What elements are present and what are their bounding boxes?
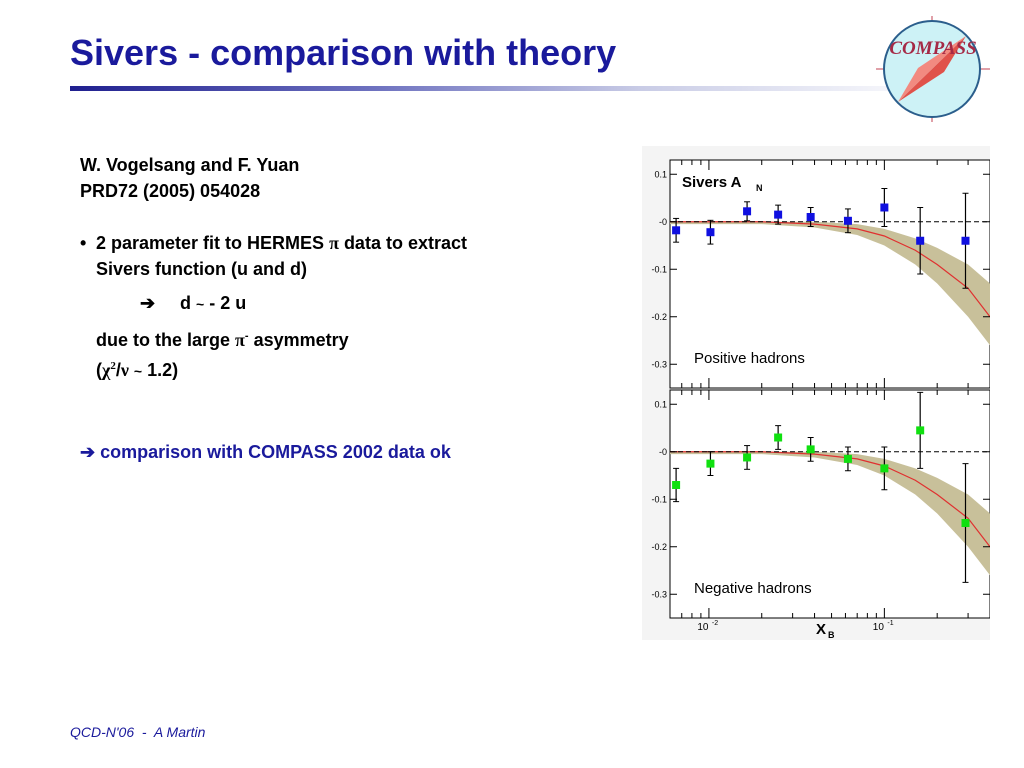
x-tick-label: 10 bbox=[873, 622, 885, 633]
chart-panel-1: 0.1 -0 -0.1 -0.2 -0.3 Sivers A N Positive hadro… bbox=[651, 159, 991, 389]
panel-label: Negative hadrons bbox=[694, 580, 812, 597]
body-text: W. Vogelsang and F. Yuan PRD72 (2005) 05… bbox=[80, 152, 600, 384]
title-underline bbox=[70, 86, 950, 91]
x-axis-label: X bbox=[816, 621, 826, 638]
theory-error-band bbox=[670, 451, 990, 576]
chart-title: Sivers A bbox=[682, 174, 742, 191]
bullet-line-1: 2 parameter fit to HERMES π data to extr… bbox=[96, 230, 467, 256]
data-point bbox=[672, 481, 681, 489]
chi-tail: 1.2) bbox=[147, 360, 179, 380]
data-point bbox=[774, 433, 783, 442]
data-point bbox=[843, 454, 852, 463]
slide-title: Sivers - comparison with theory bbox=[70, 32, 617, 73]
conclusion-arrow-icon: ➔ bbox=[80, 442, 96, 462]
conclusion-text: comparison with COMPASS 2002 data ok bbox=[100, 442, 451, 462]
data-point bbox=[706, 228, 715, 237]
sivers-chart: 0.1 -0 -0.1 -0.2 -0.3 Sivers A N Positive hadro… bbox=[651, 159, 991, 640]
bullet-text-pre: 2 parameter fit to HERMES bbox=[96, 233, 330, 253]
due-text-post: asymmetry bbox=[248, 330, 349, 350]
y-tick-label: -0 bbox=[659, 447, 667, 457]
minus-superscript: - bbox=[244, 330, 249, 342]
compass-logo: COMPASS bbox=[876, 16, 990, 122]
y-tick-label: -0.2 bbox=[651, 312, 667, 322]
data-point bbox=[806, 445, 815, 454]
nu-symbol: ν bbox=[120, 360, 129, 380]
y-tick-label: -0.3 bbox=[651, 589, 667, 599]
bullet-item: • 2 parameter fit to HERMES π data to ex… bbox=[80, 230, 600, 282]
relation-line: ➔ d ~ - 2 u bbox=[80, 290, 600, 317]
logo-compass-needle-shade bbox=[898, 36, 966, 102]
sivers-chart-panel: 0.1 -0 -0.1 -0.2 -0.3 Sivers A N Positive hadro… bbox=[642, 146, 991, 640]
y-tick-label: -0.3 bbox=[651, 359, 667, 369]
theory-curve bbox=[670, 221, 991, 318]
data-point bbox=[706, 459, 715, 468]
data-point bbox=[916, 236, 925, 245]
logo-text: COMPASS bbox=[889, 38, 976, 59]
y-tick-label: 0.1 bbox=[654, 169, 667, 179]
data-point bbox=[880, 203, 889, 212]
data-point bbox=[961, 236, 970, 245]
chi-symbol: χ bbox=[102, 360, 111, 380]
y-tick-label: -0.1 bbox=[651, 264, 667, 274]
chi-line: (χ2/ν ~ 1.2) bbox=[80, 353, 600, 384]
due-text-pre: due to the large bbox=[96, 330, 236, 350]
pi-symbol: π bbox=[329, 233, 339, 253]
data-point bbox=[880, 464, 889, 473]
bullet-symbol: • bbox=[80, 233, 87, 253]
chart-title-subscript: N bbox=[756, 183, 763, 193]
data-point bbox=[743, 453, 752, 462]
arrow-icon: ➔ bbox=[140, 293, 156, 313]
bullet-content: 2 parameter fit to HERMES π data to extr… bbox=[96, 230, 467, 282]
x-tick-label-exponent: -2 bbox=[712, 620, 718, 627]
chi-open: ( bbox=[96, 360, 102, 380]
x-tick-label-exponent: -1 bbox=[887, 620, 893, 627]
due-line: due to the large π- asymmetry bbox=[80, 323, 600, 353]
conclusion-line: ➔ comparison with COMPASS 2002 data ok bbox=[80, 442, 451, 463]
y-tick-label: 0.1 bbox=[654, 399, 667, 409]
x-tick-label: 10 bbox=[697, 622, 709, 633]
pi-symbol-2: π bbox=[235, 330, 245, 350]
y-tick-label: -0.1 bbox=[651, 494, 667, 504]
data-point bbox=[672, 226, 681, 235]
data-point bbox=[961, 519, 970, 527]
theory-error-band bbox=[670, 221, 990, 346]
bullet-text-post: data to extract bbox=[338, 233, 467, 253]
data-point bbox=[774, 210, 783, 219]
panel-label: Positive hadrons bbox=[694, 350, 805, 367]
bullet-line-2: Sivers function (u and d) bbox=[96, 259, 308, 279]
tilde-symbol-2: ~ bbox=[133, 363, 143, 379]
data-point bbox=[806, 213, 815, 221]
x-axis-label-subscript: B bbox=[828, 630, 835, 640]
chi-slash: / bbox=[115, 360, 121, 380]
tilde-symbol: ~ bbox=[196, 296, 205, 312]
data-point bbox=[843, 216, 852, 225]
y-tick-label: -0 bbox=[659, 217, 667, 227]
data-point bbox=[743, 207, 752, 216]
reference-journal: PRD72 (2005) 054028 bbox=[80, 181, 261, 201]
relation-d: d bbox=[180, 293, 191, 313]
reference-authors: W. Vogelsang and F. Yuan bbox=[80, 155, 300, 175]
data-point bbox=[916, 426, 925, 435]
relation-rest: - 2 u bbox=[209, 293, 247, 313]
slide-footer: QCD-N'06 - A Martin bbox=[70, 724, 206, 740]
y-tick-label: -0.2 bbox=[651, 542, 667, 552]
chi-superscript: 2 bbox=[110, 360, 116, 372]
